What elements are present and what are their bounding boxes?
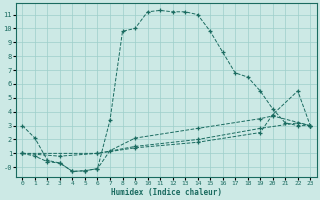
X-axis label: Humidex (Indice chaleur): Humidex (Indice chaleur) <box>111 188 222 197</box>
